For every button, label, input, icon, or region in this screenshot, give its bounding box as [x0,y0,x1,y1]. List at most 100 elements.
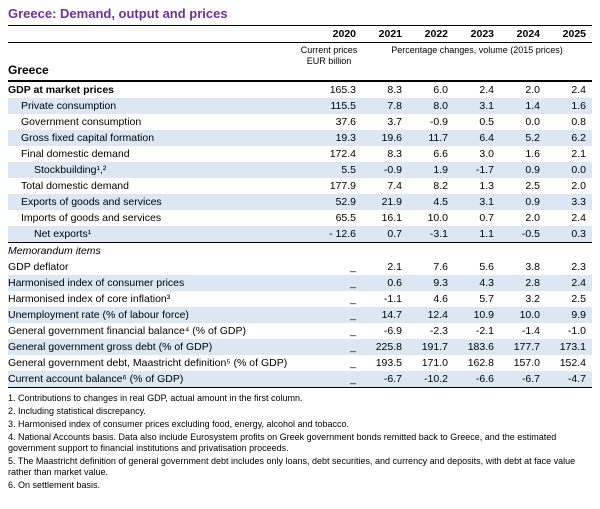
value-cell: 5.7 [479,292,494,305]
footnote: 3. Harmonised index of consumer prices e… [8,418,350,429]
value-cell: -1.4 [521,324,540,337]
row-label: Harmonised index of core inflation³ [8,292,171,305]
row-label: Harmonised index of consumer prices [8,274,296,291]
table-row: Unemployment rate (% of labour force) _ … [8,306,592,323]
value-cell: 1.6 [546,97,592,114]
value-cell: 8.0 [408,97,454,114]
year-header: 2025 [546,25,592,43]
value-cell: 3.7 [387,115,402,128]
value-cell: 6.4 [454,129,500,146]
value-cell: -6.7 [500,370,546,388]
value-cell: 0.0 [525,115,540,128]
memo-header: Memorandum items [8,241,592,259]
value-cell: 3.8 [525,260,540,273]
value-cell: 1.4 [500,97,546,114]
table-row: GDP deflator _ 2.1 7.6 5.6 3.8 2.3 [8,259,592,275]
value-cell: 3.0 [479,147,494,160]
value-cell: 6.0 [433,83,448,96]
value-cell: _ [350,356,356,369]
value-cell: 9.3 [408,274,454,291]
value-cell: 0.9 [500,193,546,210]
row-label: Net exports¹ [8,225,296,242]
value-cell: 7.8 [362,97,408,114]
value-cell: _ [296,370,362,388]
row-label: General government financial balance⁴ (%… [8,324,246,337]
row-label: Government consumption [21,115,142,128]
value-cell: 0.8 [571,115,586,128]
year-header: 2020 [296,25,362,43]
value-cell: 7.6 [433,260,448,273]
value-cell: 177.9 [329,179,356,192]
value-cell: 2.3 [571,260,586,273]
value-cell: 8.3 [387,83,402,96]
row-label: Private consumption [8,97,296,114]
value-cell: -0.9 [362,161,408,178]
year-header: 2022 [408,25,454,43]
footnote: 6. On settlement basis. [8,479,101,490]
value-cell: 0.5 [479,115,494,128]
value-cell: 52.9 [296,193,362,210]
value-cell: -6.6 [454,370,500,388]
value-cell: 7.4 [387,179,402,192]
value-cell: 3.2 [525,292,540,305]
value-cell: _ [350,324,356,337]
year-header: 2023 [454,25,500,43]
value-cell: 1.3 [479,179,494,192]
value-cell: 19.6 [362,129,408,146]
page-title: Greece: Demand, output and prices [8,6,228,21]
value-cell: 2.4 [571,83,586,96]
value-cell: 193.5 [375,356,402,369]
units-header-row: Greece Current prices EUR billion Percen… [8,42,592,82]
value-cell: 2.5 [525,179,540,192]
value-cell: 2.0 [571,179,586,192]
year-header-row: 2020 2021 2022 2023 2024 2025 [8,25,592,43]
value-cell: 191.7 [408,338,454,355]
value-cell: 16.1 [381,211,402,224]
value-cell: 0.7 [479,211,494,224]
value-cell: -6.7 [362,370,408,388]
value-cell: -1.7 [454,161,500,178]
value-cell: 8.2 [433,179,448,192]
table-row: Exports of goods and services 52.9 21.9 … [8,193,592,210]
value-cell: 14.7 [362,306,408,323]
value-cell: 21.9 [362,193,408,210]
footnote: 5. The Maastricht definition of general … [8,455,576,477]
memo-header-row: Memorandum items [8,241,592,259]
row-label: Final domestic demand [21,147,130,160]
value-cell: 183.6 [454,338,500,355]
value-cell: 2.0 [525,83,540,96]
table-row: Imports of goods and services 65.5 16.1 … [8,210,592,226]
value-cell: -6.9 [383,324,402,337]
footnotes: 1. Contributions to changes in real GDP,… [8,393,592,491]
value-cell: 12.4 [408,306,454,323]
footnote: 1. Contributions to changes in real GDP,… [8,392,303,403]
value-cell: 10.0 [427,211,448,224]
value-cell: -10.2 [408,370,454,388]
value-cell: 115.5 [296,97,362,114]
value-cell: -1.1 [383,292,402,305]
value-cell: 37.6 [335,115,356,128]
value-cell: 1.1 [454,225,500,242]
value-cell: 157.0 [513,356,540,369]
row-label: Current account balance⁶ (% of GDP) [8,370,296,388]
value-cell: 6.6 [433,147,448,160]
value-cell: 0.7 [362,225,408,242]
value-cell: 4.3 [454,274,500,291]
value-cell: _ [296,338,362,355]
value-cell: 4.5 [408,193,454,210]
value-cell: 2.8 [500,274,546,291]
value-cell: 2.4 [546,274,592,291]
year-header-spacer [8,25,296,43]
footnote: 2. Including statistical discrepancy. [8,405,146,416]
value-cell: 19.3 [296,129,362,146]
economic-table: 2020 2021 2022 2023 2024 2025 Greece Cur… [8,25,592,388]
row-label: Gross fixed capital formation [8,129,296,146]
value-cell: 3.3 [546,193,592,210]
value-cell: 0.0 [546,161,592,178]
table-row: General government financial balance⁴ (%… [8,323,592,339]
year-header: 2021 [362,25,408,43]
year-header: 2024 [500,25,546,43]
value-cell: -4.7 [546,370,592,388]
value-cell: 0.6 [362,274,408,291]
row-label: GDP deflator [8,260,69,273]
